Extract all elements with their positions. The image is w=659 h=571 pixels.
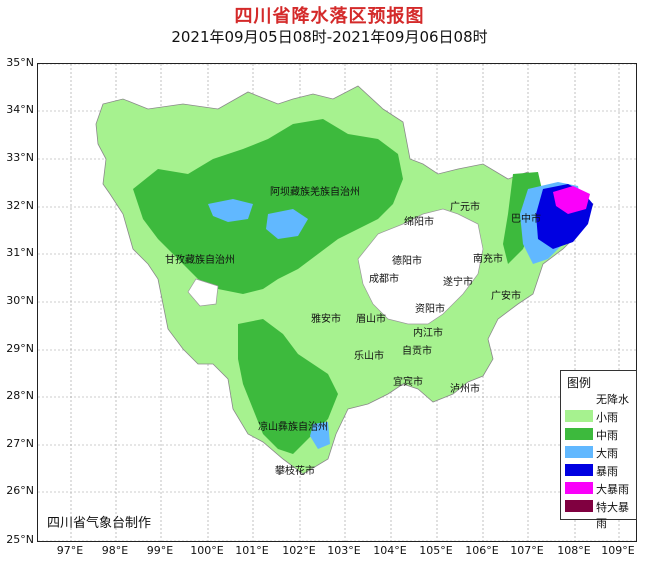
map-title: 四川省降水落区预报图 — [234, 6, 425, 27]
legend-label: 大暴雨 — [596, 483, 629, 496]
latitude-label: 26°N — [6, 484, 34, 497]
longitude-label: 107°E — [510, 544, 544, 557]
legend-label: 小雨 — [596, 411, 618, 424]
latitude-label: 29°N — [6, 342, 34, 355]
latitude-label: 25°N — [6, 533, 34, 546]
precipitation-map — [37, 63, 637, 542]
latitude-label: 31°N — [6, 246, 34, 259]
city-label: 广元市 — [450, 202, 480, 213]
longitude-label: 100°E — [190, 544, 224, 557]
legend-item: 无降水 — [565, 389, 635, 407]
legend-label: 大雨 — [596, 447, 618, 460]
latitude-label: 32°N — [6, 199, 34, 212]
credit-text: 四川省气象台制作 — [47, 516, 152, 531]
region-heavy-rain-2 — [266, 209, 308, 239]
city-label: 巴中市 — [511, 214, 541, 225]
city-label: 凉山彝族自治州 — [258, 422, 328, 433]
legend-item: 特大暴雨 — [565, 497, 635, 530]
city-label: 广安市 — [491, 291, 521, 302]
legend-label: 暴雨 — [596, 465, 618, 478]
legend-item: 大雨 — [565, 443, 635, 461]
city-label: 泸州市 — [450, 384, 480, 395]
city-label: 攀枝花市 — [275, 466, 315, 477]
legend-swatch — [565, 446, 593, 458]
legend-swatch — [565, 410, 593, 422]
city-label: 德阳市 — [392, 256, 422, 267]
legend-title: 图例 — [567, 376, 592, 390]
city-label: 眉山市 — [356, 314, 386, 325]
legend-swatch — [565, 482, 593, 494]
map-subtitle: 2021年09月05日08时-2021年09月06日08时 — [171, 28, 488, 46]
legend: 图例 无降水小雨中雨大雨暴雨大暴雨特大暴雨 — [560, 370, 637, 530]
latitude-label: 27°N — [6, 437, 34, 450]
longitude-label: 106°E — [465, 544, 499, 557]
latitude-label: 30°N — [6, 294, 34, 307]
longitude-label: 102°E — [282, 544, 316, 557]
legend-item: 大暴雨 — [565, 479, 635, 497]
legend-item: 中雨 — [565, 425, 635, 443]
legend-item: 暴雨 — [565, 461, 635, 479]
longitude-label: 98°E — [101, 544, 129, 557]
region-heavy-rain-3 — [310, 422, 330, 449]
city-label: 自贡市 — [402, 346, 432, 357]
region-no-precipitation-2 — [187, 278, 219, 307]
region-heavy-rainstorm — [553, 186, 590, 214]
city-label: 雅安市 — [311, 314, 341, 325]
city-label: 成都市 — [369, 274, 399, 285]
legend-swatch — [565, 464, 593, 476]
map-svg — [38, 64, 636, 541]
city-label: 宜宾市 — [393, 377, 423, 388]
region-heavy-rain-1 — [208, 199, 253, 222]
legend-item: 小雨 — [565, 407, 635, 425]
city-label: 甘孜藏族自治州 — [165, 255, 235, 266]
legend-swatch — [565, 428, 593, 440]
region-moderate-rain-south — [238, 319, 338, 454]
legend-swatch — [565, 500, 593, 512]
city-label: 阿坝藏族羌族自治州 — [270, 187, 360, 198]
latitude-label: 35°N — [6, 56, 34, 69]
city-label: 遂宁市 — [443, 277, 473, 288]
longitude-label: 109°E — [601, 544, 635, 557]
longitude-label: 103°E — [327, 544, 361, 557]
longitude-label: 99°E — [146, 544, 174, 557]
legend-label: 无降水 — [596, 393, 629, 406]
longitude-label: 97°E — [56, 544, 84, 557]
city-label: 乐山市 — [354, 351, 384, 362]
region-moderate-rain-north — [133, 119, 403, 294]
legend-label: 特大暴雨 — [596, 501, 629, 530]
region-no-precipitation — [357, 208, 484, 325]
city-label: 南充市 — [473, 254, 503, 265]
latitude-label: 34°N — [6, 103, 34, 116]
longitude-label: 105°E — [419, 544, 453, 557]
city-label: 资阳市 — [415, 304, 445, 315]
latitude-label: 33°N — [6, 151, 34, 164]
longitude-label: 101°E — [235, 544, 269, 557]
latitude-label: 28°N — [6, 389, 34, 402]
longitude-label: 108°E — [557, 544, 591, 557]
city-label: 内江市 — [413, 328, 443, 339]
legend-swatch — [565, 392, 593, 404]
legend-label: 中雨 — [596, 429, 618, 442]
city-label: 绵阳市 — [404, 217, 434, 228]
longitude-label: 104°E — [373, 544, 407, 557]
